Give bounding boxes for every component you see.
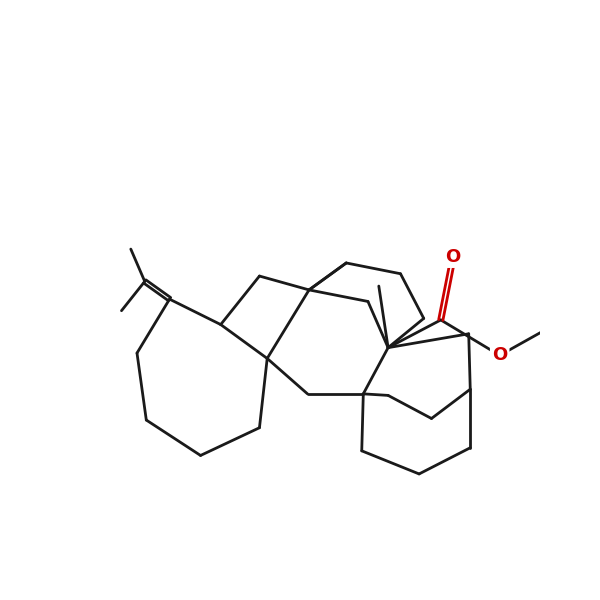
Text: O: O (492, 346, 508, 364)
Text: O: O (446, 248, 461, 266)
